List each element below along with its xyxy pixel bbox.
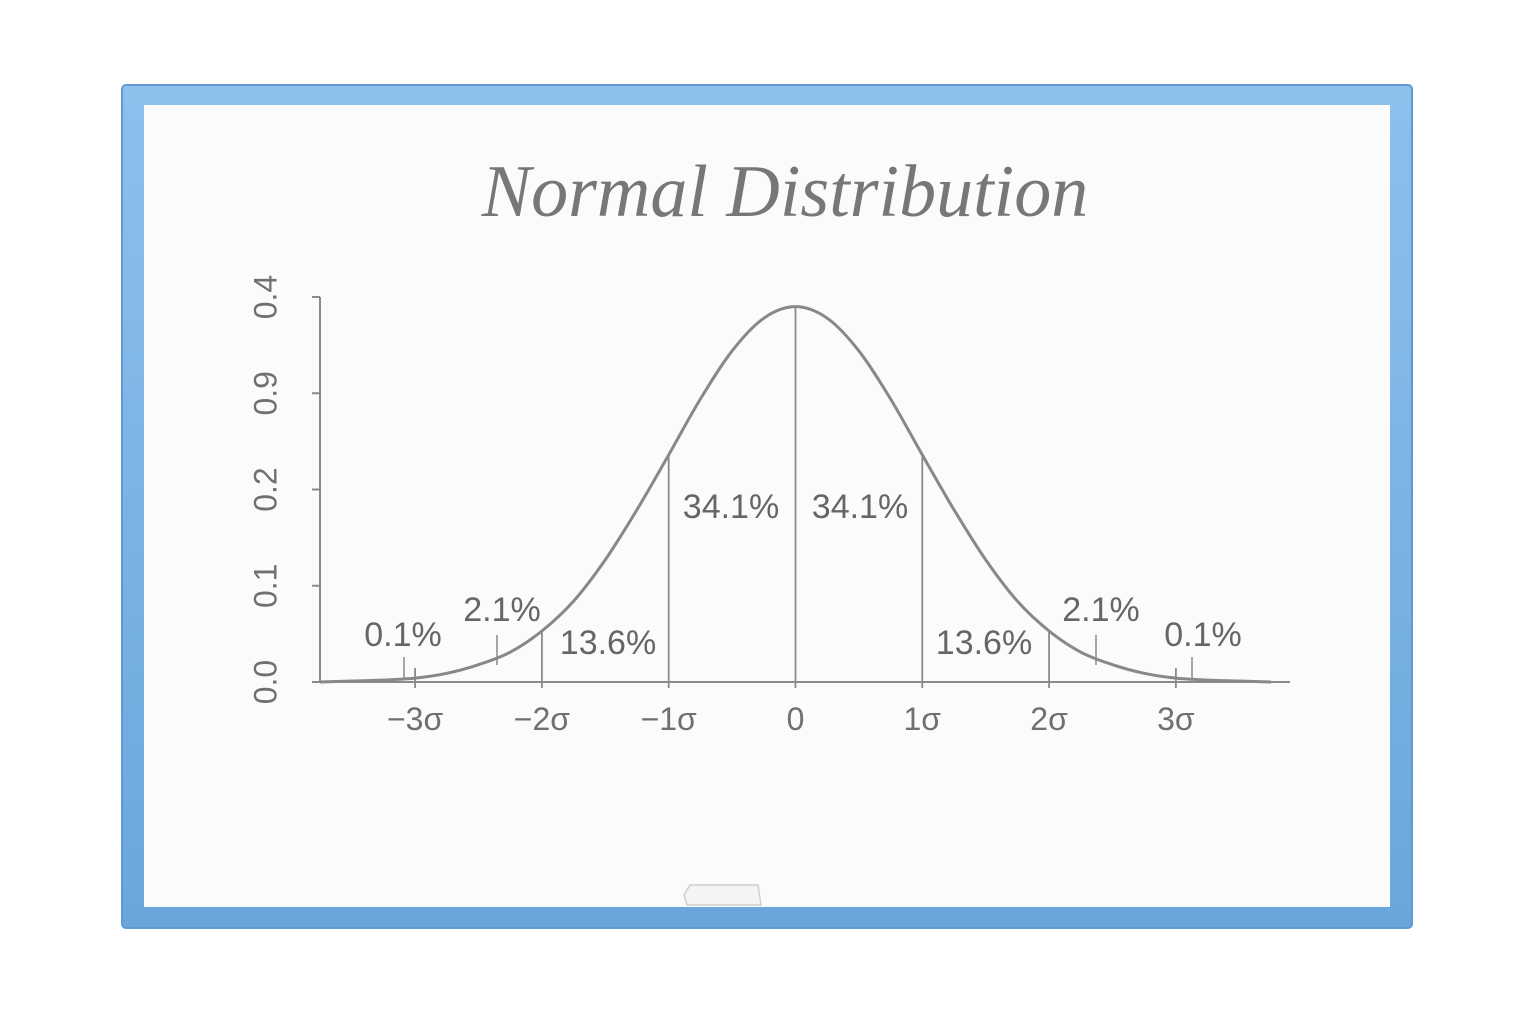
y-tick-label: 0.9	[247, 371, 283, 415]
x-tick-label: 0	[787, 701, 805, 737]
curve	[319, 305, 1272, 684]
x-tick-label: −1σ	[641, 701, 697, 737]
y-tick-label: 0.0	[247, 660, 283, 704]
x-tick-label: 2σ	[1030, 701, 1068, 737]
y-tick-label: 0.2	[247, 467, 283, 511]
annotation: 0.1%	[1164, 616, 1242, 654]
annotation: 34.1%	[812, 488, 908, 526]
annotation: 13.6%	[936, 624, 1032, 662]
annotation: 2.1%	[463, 591, 541, 629]
annotation: 2.1%	[1062, 591, 1140, 629]
y-tick-label: 0.4	[247, 275, 283, 319]
annotation: 34.1%	[683, 488, 779, 526]
annotation: 13.6%	[560, 624, 656, 662]
x-tick-label: 1σ	[904, 701, 942, 737]
chart-title: Normal Distribution	[481, 151, 1089, 233]
marker-holder	[683, 884, 762, 906]
x-tick-label: −3σ	[387, 701, 443, 737]
y-tick-label: 0.1	[247, 564, 283, 608]
board-surface	[144, 105, 1390, 907]
x-tick-label: 3σ	[1157, 701, 1195, 737]
x-tick-label: −2σ	[514, 701, 570, 737]
annotation: 0.1%	[364, 616, 442, 654]
